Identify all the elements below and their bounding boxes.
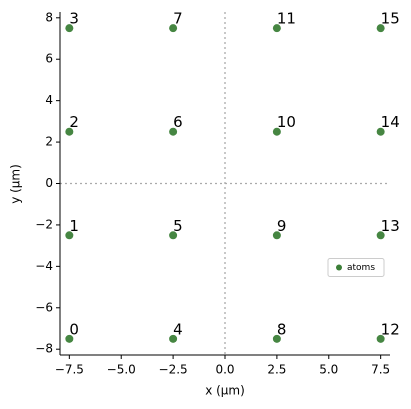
point-label: 12 [381,320,400,338]
point [272,24,281,33]
point [169,24,178,33]
point-label: 9 [277,217,287,235]
y-tick-label: −6 [35,300,53,314]
x-tick-label: 2.5 [267,363,286,377]
point [65,24,74,33]
x-tick-label: 0.0 [215,363,234,377]
point-label: 1 [69,217,79,235]
point-label: 6 [173,113,183,131]
x-axis-label: x (µm) [205,384,245,398]
point [272,334,281,343]
point [272,127,281,136]
legend-box [327,258,385,277]
point-label: 13 [381,217,400,235]
y-tick-label: −2 [35,217,53,231]
point-label: 14 [381,113,400,131]
y-tick-label: 8 [45,10,53,24]
legend-marker [336,264,342,271]
point [65,231,74,240]
point [169,127,178,136]
point-label: 7 [173,10,183,28]
x-tick-label: −2.5 [159,363,188,377]
legend-label: atoms [347,263,375,273]
y-tick-label: 2 [45,135,53,149]
x-tick-label: 7.5 [371,363,390,377]
point [376,24,385,33]
point [272,231,281,240]
y-tick-label: 6 [45,52,53,66]
point-label: 5 [173,217,183,235]
point-label: 4 [173,320,183,338]
point-label: 3 [69,10,79,28]
point-label: 0 [69,320,79,338]
point [169,231,178,240]
point-label: 8 [277,320,287,338]
x-tick-label: 5.0 [319,363,338,377]
point [169,334,178,343]
y-axis-label: y (µm) [9,164,23,204]
point-label: 11 [277,10,296,28]
x-tick-label: −5.0 [107,363,136,377]
x-tick-label: −7.5 [55,363,84,377]
point-label: 15 [381,10,400,28]
point-label: 10 [277,113,296,131]
y-tick-label: 4 [45,93,53,107]
y-tick-label: −8 [35,342,53,356]
y-tick-label: 0 [45,176,53,190]
point [65,334,74,343]
point [65,127,74,136]
point-label: 2 [69,113,79,131]
point [376,334,385,343]
point [376,127,385,136]
point [376,231,385,240]
y-tick-label: −4 [35,259,53,273]
